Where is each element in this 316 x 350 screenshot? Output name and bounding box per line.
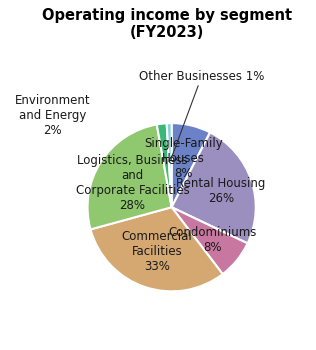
Text: Environment
and Energy
2%: Environment and Energy 2% (15, 94, 90, 137)
Text: Logistics, Business
and
Corporate Facilities
28%: Logistics, Business and Corporate Facili… (76, 154, 189, 211)
Wedge shape (90, 207, 223, 291)
Wedge shape (172, 207, 247, 274)
Text: Commercial
Facilities
33%: Commercial Facilities 33% (121, 230, 192, 273)
Wedge shape (157, 123, 172, 207)
Text: Condominiums
8%: Condominiums 8% (168, 226, 256, 254)
Title: Operating income by segment
(FY2023): Operating income by segment (FY2023) (42, 8, 292, 40)
Text: Rental Housing
26%: Rental Housing 26% (176, 176, 266, 204)
Wedge shape (88, 125, 172, 229)
Wedge shape (167, 123, 172, 207)
Wedge shape (172, 132, 256, 243)
Text: Other Businesses 1%: Other Businesses 1% (139, 70, 264, 159)
Wedge shape (172, 123, 210, 207)
Text: Single-Family
Houses
8%: Single-Family Houses 8% (144, 137, 223, 180)
